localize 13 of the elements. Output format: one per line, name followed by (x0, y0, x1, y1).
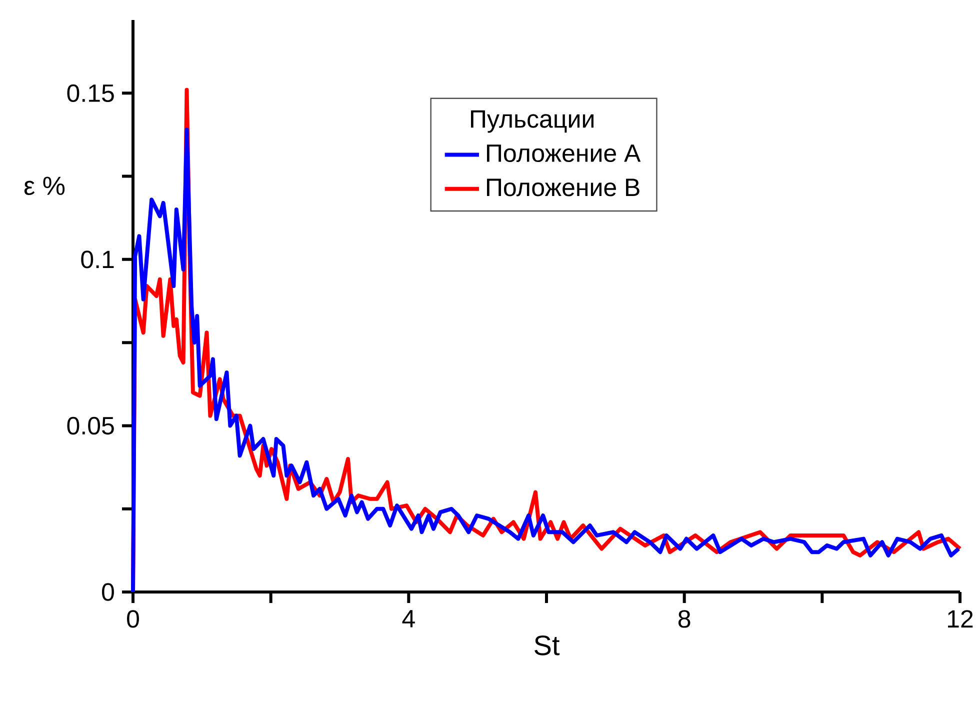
x-tick-label: 12 (948, 610, 973, 628)
x-tick-label: 4 (402, 610, 415, 628)
x-tick-label: 0 (127, 610, 139, 628)
y-tick-label: 0.1 (81, 250, 114, 268)
y-tick-label: 0.05 (67, 416, 114, 435)
y-tick-label: 0.15 (67, 84, 114, 102)
legend-title: Пульсации (470, 110, 594, 133)
y-axis-title: ε % (24, 176, 65, 196)
x-tick-label: 8 (678, 610, 690, 628)
y-tick-label: 0 (102, 583, 114, 601)
x-axis-title: St (534, 635, 560, 656)
legend-label: Положение A (486, 144, 641, 162)
legend-label: Положение B (486, 178, 640, 196)
